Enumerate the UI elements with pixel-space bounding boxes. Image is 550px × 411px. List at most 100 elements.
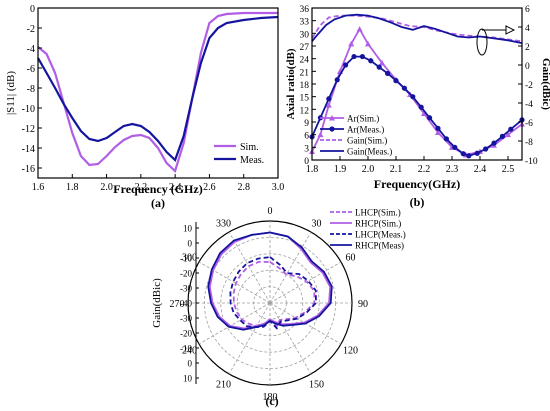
panel-b-ar-meas-point bbox=[359, 53, 365, 60]
panel-c-spoke bbox=[269, 231, 312, 304]
panel-c-radial-tick-label: -20 bbox=[180, 329, 192, 339]
panel-b-left-tick-label: 33 bbox=[300, 18, 310, 28]
panel-b-ar-meas-point bbox=[435, 125, 441, 131]
panel-a-y-tick-label: -14 bbox=[22, 144, 35, 155]
panel-b-x-tick-label: 2.1 bbox=[390, 164, 403, 175]
panel-a-x-tick-label: 2.0 bbox=[100, 182, 113, 193]
panel-c-spoke bbox=[269, 261, 342, 304]
panel-b-ar-meas-point bbox=[474, 150, 480, 156]
panel-b-left-tick-label: 9 bbox=[304, 119, 309, 129]
panel-c-radial-tick-label: -40 bbox=[180, 299, 192, 309]
panel-a-series-line-sim bbox=[37, 11, 278, 174]
panel-b-x-axis-label: Frequency(GHz) bbox=[374, 177, 460, 191]
panel-a-legend-label: Meas. bbox=[240, 155, 264, 166]
panel-b-ar-meas-point bbox=[466, 153, 472, 159]
panel-c-radial-tick-label: -10 bbox=[180, 254, 192, 264]
panel-c-y-axis-label: Gain(dBic) bbox=[151, 278, 163, 328]
panel-b-ar-meas-point bbox=[376, 64, 382, 70]
panel-c-label: (c) bbox=[265, 394, 278, 408]
panel-a-y-tick-label: -8 bbox=[27, 84, 35, 95]
panel-b-legend-label: Ar(Sim.) bbox=[347, 114, 379, 124]
panel-a-y-tick-label: -12 bbox=[22, 124, 35, 135]
panel-a-frame bbox=[37, 7, 279, 179]
panel-b-right-axis-label: Gain(dBic) bbox=[540, 58, 550, 110]
panel-b-ticks: 0369121518212427303336-10-8-6-4-202461.8… bbox=[300, 5, 538, 175]
panel-c-radial-tick-label: -20 bbox=[180, 269, 192, 279]
panel-b-legend: Ar(Sim.)Ar(Meas.)Gain(Sim.)Gain(Meas.) bbox=[320, 114, 392, 157]
panel-a-series-line-meas bbox=[37, 15, 279, 162]
panel-c-radial-tick-label: 10 bbox=[183, 224, 193, 234]
panel-c-ticks: 0 30 60 90 120 150 180 210 240 270 300 330 10 0 -10 -20… bbox=[170, 206, 369, 403]
panel-b-ar-meas-point bbox=[499, 133, 505, 139]
panel-b-x-tick-label: 2.3 bbox=[446, 164, 459, 175]
panel-b-ar-sim-point bbox=[325, 102, 332, 108]
panel-a-x-tick-label: 2.8 bbox=[237, 182, 250, 193]
panel-b-ar-meas-point bbox=[385, 70, 391, 77]
panel-b-series-line-1 bbox=[311, 55, 523, 157]
panel-b-ar-meas-point bbox=[491, 140, 497, 146]
panel-a-chart: -16 -14 -12 -10 -8 -6 -4 -2 0 1.6 1.8 2.0 2.2 2.4 2.6 2… bbox=[5, 4, 284, 210]
panel-c-angle-label: 120 bbox=[343, 346, 358, 357]
panel-c-angle-label: 210 bbox=[216, 380, 231, 391]
panel-c-spoke bbox=[198, 261, 271, 304]
panel-c-legend-label: RHCP(Meas) bbox=[355, 241, 404, 251]
panel-c-legend: LHCP(Sim.)RHCP(Sim.)LHCP(Meas.)RHCP(Meas… bbox=[330, 208, 406, 251]
panel-b-x-tick-label: 1.9 bbox=[334, 164, 347, 175]
panel-b-right-tick-label: 0 bbox=[525, 62, 530, 72]
panel-b-right-tick-label: 4 bbox=[525, 24, 530, 34]
panel-a-x-tick-label: 1.8 bbox=[66, 182, 79, 193]
panel-b-left-tick-label: 36 bbox=[300, 5, 310, 15]
panel-b-right-tick-label: 6 bbox=[525, 5, 530, 15]
panel-b-ar-sim-point bbox=[356, 26, 363, 32]
panel-c-radial-tick-label: -30 bbox=[180, 314, 192, 324]
panel-c-angle-label: 30 bbox=[312, 218, 322, 229]
panel-c-angle-label: 60 bbox=[346, 253, 356, 264]
panel-b-gain-curve-marker bbox=[476, 28, 488, 56]
panel-b-x-tick-label: 2.5 bbox=[502, 164, 515, 175]
panel-b-left-tick-label: 30 bbox=[300, 30, 310, 40]
panel-b-frame bbox=[311, 7, 523, 161]
panel-b-series-line-0 bbox=[311, 27, 523, 156]
panel-b-chart: 0369121518212427303336-10-8-6-4-202461.8… bbox=[285, 5, 550, 209]
panel-b-gain-axis-indicator bbox=[476, 25, 516, 56]
panel-a-x-tick-label: 3.0 bbox=[272, 182, 285, 193]
panel-b-ar-meas-point bbox=[443, 136, 449, 142]
panel-b-ar-meas-point bbox=[460, 151, 466, 157]
panel-c-radial-tick-label: -10 bbox=[180, 344, 192, 354]
panel-b-ar-sim-point bbox=[348, 40, 355, 47]
panel-a-legend: Sim. Meas. bbox=[214, 142, 264, 166]
panel-b-x-tick-label: 2.2 bbox=[418, 164, 431, 175]
panel-b-right-tick-label: -4 bbox=[525, 100, 533, 110]
panel-a-x-tick-label: 2.6 bbox=[203, 182, 216, 193]
panel-c-pattern-0 bbox=[232, 260, 316, 329]
panel-b-left-tick-label: 27 bbox=[300, 43, 310, 53]
panel-c-angle-label: 0 bbox=[268, 206, 273, 217]
panel-b-right-tick-label: -10 bbox=[525, 157, 538, 167]
panel-a-y-tick-label: 0 bbox=[30, 4, 35, 15]
panel-c-pattern-2 bbox=[229, 256, 317, 330]
panel-c-angle-label: 330 bbox=[216, 218, 231, 229]
panel-b-ar-sim-point bbox=[421, 110, 427, 117]
panel-b-y-axis-label: Axial ratio(dB) bbox=[285, 48, 297, 120]
panel-c-spoke bbox=[198, 302, 271, 345]
panel-b-legend-label: Gain(Meas.) bbox=[347, 147, 392, 157]
panel-b-legend-marker bbox=[329, 126, 335, 132]
panel-b-x-tick-label: 2.4 bbox=[474, 164, 487, 175]
panel-a-x-tick-label: 2.2 bbox=[135, 182, 148, 193]
panel-b-ar-meas-point bbox=[368, 58, 374, 64]
panel-b-x-tick-label: 1.8 bbox=[306, 164, 319, 175]
panel-a-series bbox=[37, 11, 279, 174]
panel-c-pattern-3 bbox=[207, 231, 333, 331]
panel-b-left-tick-label: 24 bbox=[300, 56, 310, 66]
panel-b-series bbox=[309, 13, 525, 159]
panel-c-radial-tick-label: -30 bbox=[180, 284, 192, 294]
panel-c-angle-label: 300 bbox=[182, 253, 197, 264]
panel-b-ar-sim-point bbox=[317, 131, 324, 138]
panel-c-radial-tick-label: 0 bbox=[188, 239, 193, 249]
panel-b-ar-meas-point bbox=[334, 77, 340, 83]
panel-a-y-tick-label: -10 bbox=[22, 104, 35, 115]
panel-c-legend-label: RHCP(Sim.) bbox=[355, 219, 401, 229]
panel-a-y-tick-label: -16 bbox=[22, 164, 35, 175]
panel-b-series-line-3 bbox=[311, 13, 523, 44]
